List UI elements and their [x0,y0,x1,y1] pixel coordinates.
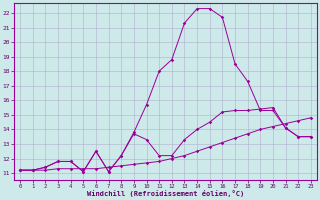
X-axis label: Windchill (Refroidissement éolien,°C): Windchill (Refroidissement éolien,°C) [87,190,244,197]
